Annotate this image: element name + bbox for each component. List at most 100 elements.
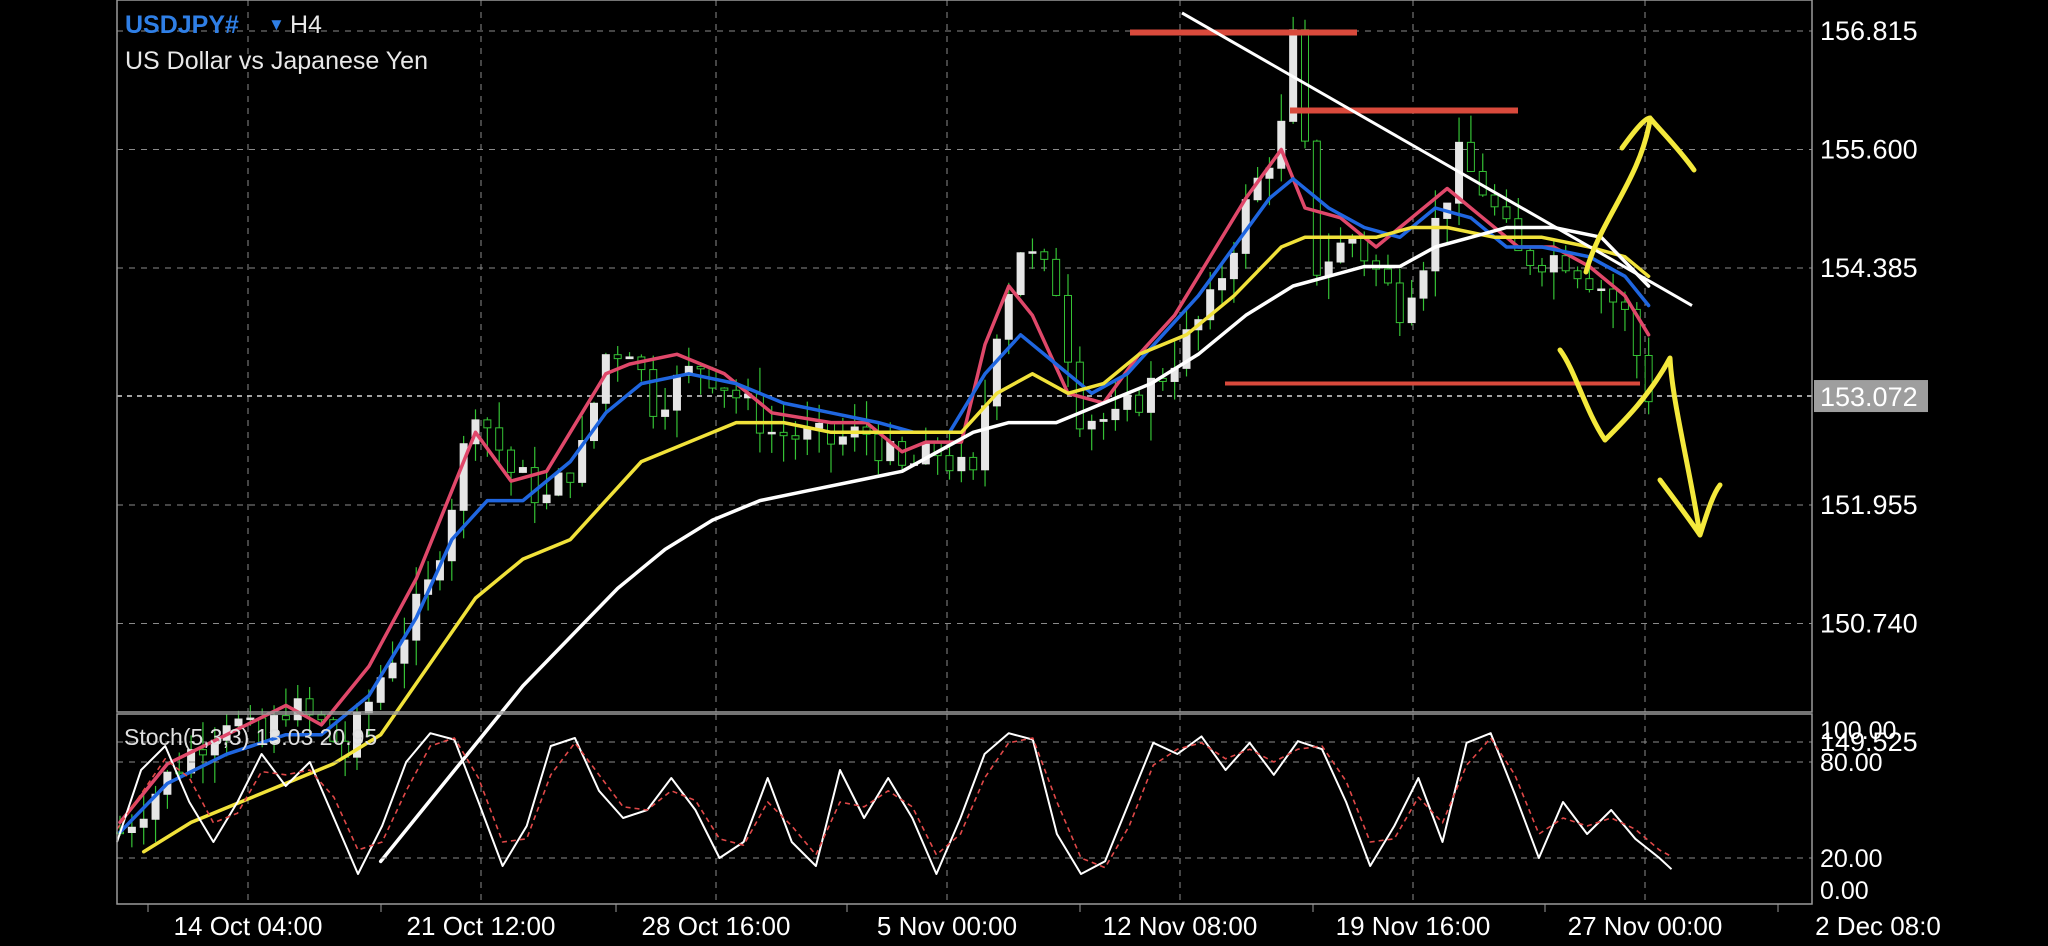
candle-body: [1514, 218, 1523, 252]
candle-body: [1395, 282, 1404, 324]
candle-body: [957, 456, 966, 472]
candle-body: [1632, 308, 1641, 356]
candle-body: [1348, 238, 1357, 244]
stoch-line-signal: [116, 737, 1672, 869]
candle-body: [518, 467, 527, 473]
candle-body: [234, 718, 243, 727]
candle-body: [554, 472, 563, 496]
stoch-line-main: [116, 732, 1673, 875]
candle-body: [1182, 329, 1191, 369]
candle-body: [1028, 251, 1037, 254]
ma-line-slow: [141, 225, 1651, 854]
candle-body: [791, 435, 800, 440]
candle-body: [1064, 294, 1072, 363]
candle-body: [1502, 206, 1511, 220]
symbol-name[interactable]: USDJPY#: [125, 11, 239, 39]
candle-body: [1360, 238, 1369, 262]
candle-body: [270, 715, 279, 744]
stoch-grid: [247, 714, 1646, 904]
time-axis-label: 14 Oct 04:00: [174, 911, 323, 941]
candle-body: [1336, 242, 1345, 263]
candle-body: [969, 456, 978, 471]
candle-body: [696, 365, 705, 370]
current-price-badge: [1814, 380, 1928, 413]
candle-body: [625, 356, 634, 360]
stochastic-oscillator: [116, 732, 1812, 875]
candle-body: [803, 427, 812, 440]
candle-body: [1016, 252, 1025, 296]
ma-line-fast: [118, 147, 1651, 825]
candle-body: [139, 818, 148, 828]
candle-body: [1526, 250, 1535, 266]
candle-body: [459, 443, 468, 511]
time-axis-label: 5 Nov 00:00: [877, 911, 1017, 941]
stoch-panel-border: [116, 713, 1813, 905]
candle-body: [613, 354, 622, 360]
candle-body: [1324, 261, 1333, 276]
time-axis-label: 19 Nov 16:00: [1336, 911, 1491, 941]
candle-body: [317, 714, 326, 721]
price-axis-label: 149.525: [1820, 727, 1918, 757]
triangle-down-icon[interactable]: ▼: [268, 15, 285, 34]
candle-body: [732, 389, 741, 399]
time-axis-label: 12 Nov 08:00: [1103, 911, 1258, 941]
candle-body: [1111, 408, 1120, 421]
current-price-label: 153.072: [1820, 382, 1918, 412]
candle-body: [1644, 354, 1653, 403]
candle-body: [1229, 252, 1238, 280]
arrow-up-annotation: [1583, 115, 1697, 275]
candle-body: [720, 387, 729, 391]
moving-averages: [118, 147, 1651, 864]
candle-body: [495, 427, 504, 451]
timeframe-label: H4: [290, 11, 322, 39]
candle-body: [1004, 294, 1013, 340]
time-axis-label: 27 Nov 00:00: [1568, 911, 1723, 941]
candle-body: [542, 494, 551, 504]
ma-line-mid: [118, 177, 1651, 834]
stoch-level-label: 80.00: [1820, 749, 1883, 777]
candle-body: [1146, 377, 1155, 413]
stoch-level-label: 0.00: [1820, 877, 1869, 905]
candle-body: [388, 662, 397, 679]
candle-body: [1573, 270, 1582, 280]
candle-body: [767, 431, 776, 435]
candle-body: [874, 433, 883, 462]
candle-body: [329, 719, 338, 742]
candle-body: [981, 405, 990, 471]
candle-body: [945, 455, 954, 472]
candle-body: [1561, 255, 1570, 272]
candle-body: [1597, 288, 1606, 292]
time-axis-label: 2 Dec 08:0: [1815, 911, 1941, 941]
candle-body: [1383, 268, 1392, 284]
price-axis-label: 151.955: [1820, 490, 1918, 520]
candle-body: [246, 717, 255, 721]
descending-trendline: [1181, 11, 1693, 307]
candle-body: [992, 338, 1001, 407]
candle-body: [1609, 288, 1618, 303]
candle-body: [1123, 394, 1132, 410]
candle-body: [1585, 278, 1594, 290]
drawn-annotations: [1130, 11, 1723, 538]
candle-body: [1277, 120, 1286, 169]
candle-body: [127, 826, 136, 834]
candle-body: [1407, 297, 1416, 324]
candle-body: [198, 749, 207, 756]
candle-body: [1312, 140, 1321, 276]
time-axis-label: 21 Oct 12:00: [407, 911, 556, 941]
arrow-down-annotation: [1557, 347, 1723, 538]
candle-body: [1087, 420, 1096, 430]
main-price-grid: [117, 0, 1812, 743]
stoch-indicator-label: Stoch(5,3,3) 13.03 20.95: [124, 724, 378, 750]
candle-body: [305, 698, 314, 716]
ma-line-long: [378, 225, 1651, 864]
candle-body: [483, 419, 492, 429]
candle-body: [364, 701, 373, 714]
axes: 14 Oct 04:00 21 Oct 12:00 28 Oct 16:00 5 No…: [116, 0, 1941, 941]
price-axis-label: 155.600: [1820, 134, 1918, 164]
candle-body: [281, 715, 290, 721]
candle-body: [1549, 255, 1558, 273]
candle-body: [507, 449, 516, 473]
candle-body: [779, 431, 788, 437]
time-axis-label: 28 Oct 16:00: [642, 911, 791, 941]
